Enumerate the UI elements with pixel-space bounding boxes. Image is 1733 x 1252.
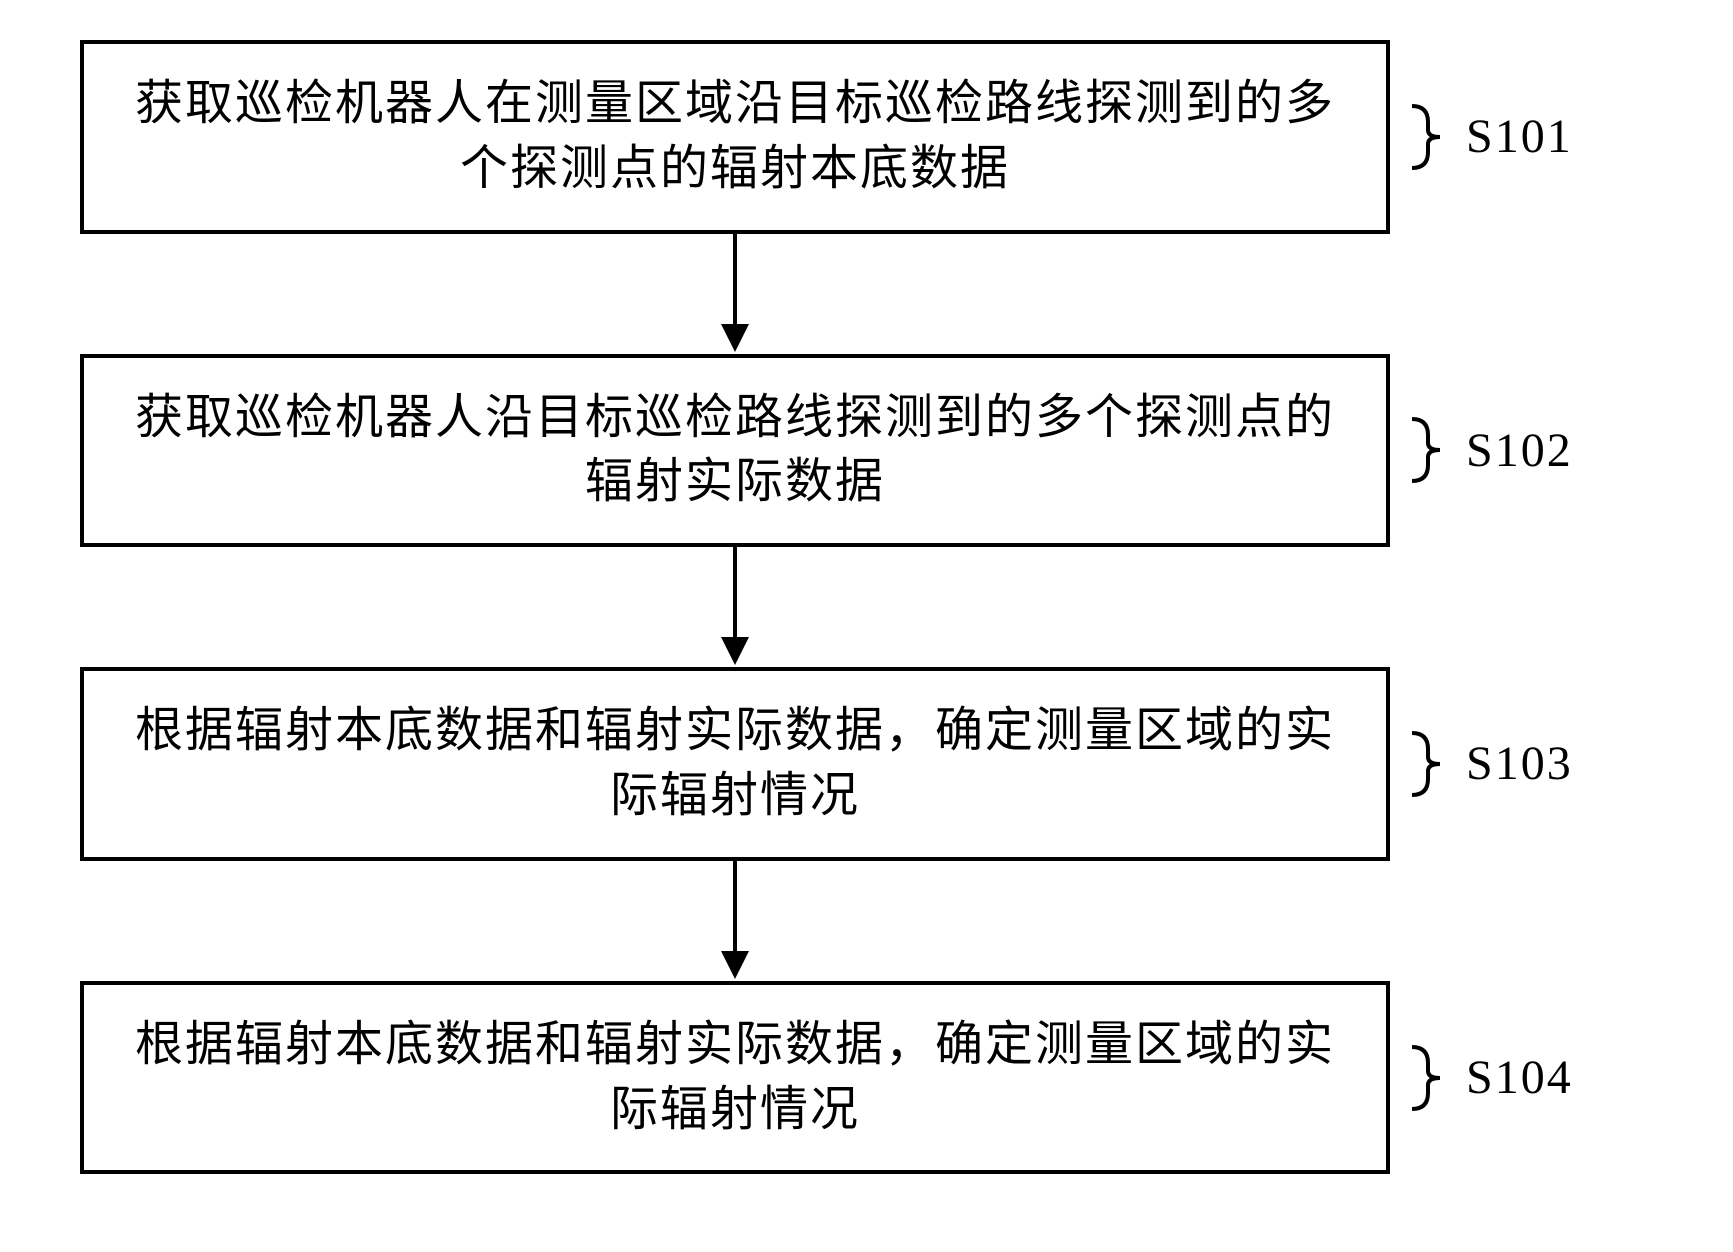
flowchart-arrow xyxy=(80,234,1390,354)
flowchart-step-box: 根据辐射本底数据和辐射实际数据，确定测量区域的实际辐射情况 xyxy=(80,667,1390,861)
flowchart-step-label: S103 xyxy=(1466,736,1573,791)
arrow-down-icon xyxy=(715,861,755,981)
flowchart-step-box: 根据辐射本底数据和辐射实际数据，确定测量区域的实际辐射情况 xyxy=(80,981,1390,1175)
flowchart-step-text: 获取巡检机器人在测量区域沿目标巡检路线探测到的多个探测点的辐射本底数据 xyxy=(135,77,1335,195)
flowchart-step-label: S104 xyxy=(1466,1050,1573,1105)
flowchart-container: 获取巡检机器人在测量区域沿目标巡检路线探测到的多个探测点的辐射本底数据 S101… xyxy=(80,40,1650,1174)
flowchart-step-text: 根据辐射本底数据和辐射实际数据，确定测量区域的实际辐射情况 xyxy=(135,1018,1335,1136)
arrow-down-icon xyxy=(715,547,755,667)
flowchart-step-label-wrap: S103 xyxy=(1408,729,1573,799)
curly-bracket-icon xyxy=(1408,729,1458,799)
flowchart-step-row: 根据辐射本底数据和辐射实际数据，确定测量区域的实际辐射情况 S104 xyxy=(80,981,1650,1175)
flowchart-step-text: 获取巡检机器人沿目标巡检路线探测到的多个探测点的辐射实际数据 xyxy=(135,391,1335,509)
flowchart-step-label-wrap: S101 xyxy=(1408,102,1573,172)
flowchart-step-box: 获取巡检机器人在测量区域沿目标巡检路线探测到的多个探测点的辐射本底数据 xyxy=(80,40,1390,234)
flowchart-step-row: 根据辐射本底数据和辐射实际数据，确定测量区域的实际辐射情况 S103 xyxy=(80,667,1650,861)
flowchart-step-text: 根据辐射本底数据和辐射实际数据，确定测量区域的实际辐射情况 xyxy=(135,704,1335,822)
flowchart-step-label-wrap: S102 xyxy=(1408,415,1573,485)
curly-bracket-icon xyxy=(1408,415,1458,485)
flowchart-step-label: S101 xyxy=(1466,109,1573,164)
flowchart-step-label: S102 xyxy=(1466,423,1573,478)
flowchart-step-box: 获取巡检机器人沿目标巡检路线探测到的多个探测点的辐射实际数据 xyxy=(80,354,1390,548)
flowchart-arrow xyxy=(80,861,1390,981)
flowchart-step-row: 获取巡检机器人沿目标巡检路线探测到的多个探测点的辐射实际数据 S102 xyxy=(80,354,1650,548)
flowchart-arrow xyxy=(80,547,1390,667)
arrow-down-icon xyxy=(715,234,755,354)
flowchart-step-row: 获取巡检机器人在测量区域沿目标巡检路线探测到的多个探测点的辐射本底数据 S101 xyxy=(80,40,1650,234)
flowchart-step-label-wrap: S104 xyxy=(1408,1043,1573,1113)
curly-bracket-icon xyxy=(1408,1043,1458,1113)
curly-bracket-icon xyxy=(1408,102,1458,172)
